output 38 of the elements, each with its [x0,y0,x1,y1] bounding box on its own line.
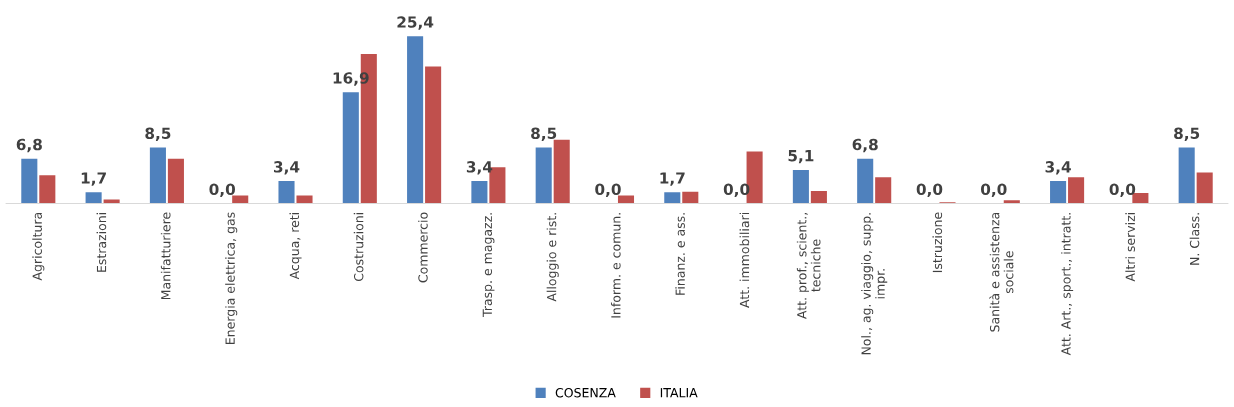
x-tick-label: Att. Art., sport., intratt. [1061,213,1074,356]
x-tick-label: Energia elettrica, gas [225,212,238,344]
data-label: 1,7 [660,172,685,186]
x-tick-label: Finanz. e ass. [675,213,685,295]
data-label: 8,5 [1174,127,1200,141]
data-label: 5,1 [788,150,814,164]
data-label: 0,0 [595,183,621,197]
x-tick-label: Att. immobiliari [739,213,750,308]
x-tick-label: Inform. e comun. [610,213,621,318]
data-label: 3,4 [1045,161,1071,175]
data-label: 3,4 [466,161,493,175]
data-label: 25,4 [397,16,434,30]
x-tick-label: Altri servizi [1125,213,1136,282]
data-label: 0,0 [209,183,236,197]
data-label: 0,0 [1109,183,1136,197]
x-tick-label: Istruzione [932,212,943,273]
x-tick-label: Costruzioni [353,213,364,282]
x-tick-label: Nol., ag. viaggio, supp. impr. [861,213,888,355]
x-tick-label: Agricoltura [32,212,45,281]
data-label: 3,4 [274,161,300,175]
x-tick-label: Trasp. e magazz. [482,213,495,318]
data-label: 0,0 [980,183,1007,197]
x-tick-label: Acqua, reti [289,213,302,280]
x-tick-label: Manifatturiere [160,212,171,300]
x-tick-label: Commercio [418,212,428,283]
legend-label: ITALIA [660,388,698,398]
data-label: 0,0 [916,183,943,197]
data-label: 8,5 [531,127,557,141]
data-label: 8,5 [145,127,171,141]
legend-label: COSENZA [555,387,616,398]
data-label: 1,7 [81,172,106,186]
x-tick-label: Att. prof., scient., tecniche [796,213,821,319]
x-tick-label: Sanità e assistenza sociale [989,212,1014,332]
x-tick-label: Estrazioni [96,213,107,272]
data-label: 6,8 [852,138,878,153]
x-tick-label: N. Class. [1189,213,1200,265]
x-tick-label: Alloggio e rist. [546,213,559,302]
data-label: 6,8 [16,138,42,153]
